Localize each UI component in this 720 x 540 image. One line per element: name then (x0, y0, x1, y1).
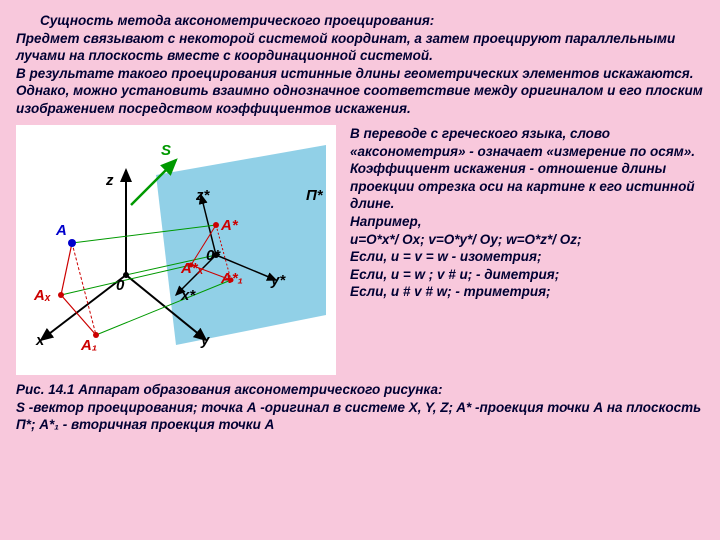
line-dim: Если, u = w ; v # u; - диметрия; (350, 266, 704, 284)
svg-text:z*: z* (195, 187, 211, 204)
right-text: В переводе с греческого языка, слово «ак… (346, 125, 704, 375)
paragraph-2: В результате такого проецирования истинн… (16, 65, 704, 118)
caption-line2: S -вектор проецирования; точка А -оригин… (16, 400, 701, 433)
svg-text:z: z (105, 172, 114, 189)
svg-text:x: x (35, 332, 45, 349)
title: Сущность метода аксонометрического проец… (16, 12, 704, 30)
svg-text:0*: 0* (206, 247, 221, 264)
caption: Рис. 14.1 Аппарат образования аксонометр… (16, 381, 704, 434)
svg-text:A*ₓ: A*ₓ (180, 260, 204, 277)
line-greek: В переводе с греческого языка, слово «ак… (350, 125, 704, 160)
line-formulas: u=O*x*/ Ox; v=O*y*/ Oy; w=O*z*/ Oz; (350, 231, 704, 249)
intro-text: Сущность метода аксонометрического проец… (16, 12, 704, 117)
mid-row: Sz A Aₓ x 0 A₁ y z* A* 0*A*ₓ x* A*₁ y* П* В переводе … (16, 125, 704, 375)
axon-svg: Sz A Aₓ x 0 A₁ y z* A* 0*A*ₓ x* A*₁ y* П* (16, 125, 336, 375)
line-tri: Если, u # v # w; - триметрия; (350, 283, 704, 301)
line-eg: Например, (350, 213, 704, 231)
line-coef: Коэффициент искажения - отношение длины … (350, 160, 704, 213)
paragraph-1: Предмет связывают с некоторой системой к… (16, 30, 704, 65)
svg-text:S: S (161, 142, 171, 159)
svg-text:x*: x* (180, 287, 196, 304)
svg-text:y*: y* (270, 272, 286, 289)
svg-text:A: A (55, 222, 67, 239)
svg-text:A*: A* (220, 217, 239, 234)
line-iso: Если, u = v = w - изометрия; (350, 248, 704, 266)
svg-text:y: y (200, 332, 210, 349)
svg-text:Aₓ: Aₓ (33, 287, 51, 304)
svg-text:0: 0 (116, 277, 125, 294)
svg-text:A*₁: A*₁ (220, 270, 243, 287)
diagram: Sz A Aₓ x 0 A₁ y z* A* 0*A*ₓ x* A*₁ y* П* (16, 125, 336, 375)
svg-text:A₁: A₁ (80, 337, 97, 354)
caption-line1: Рис. 14.1 Аппарат образования аксонометр… (16, 382, 442, 397)
svg-text:П*: П* (306, 187, 324, 204)
